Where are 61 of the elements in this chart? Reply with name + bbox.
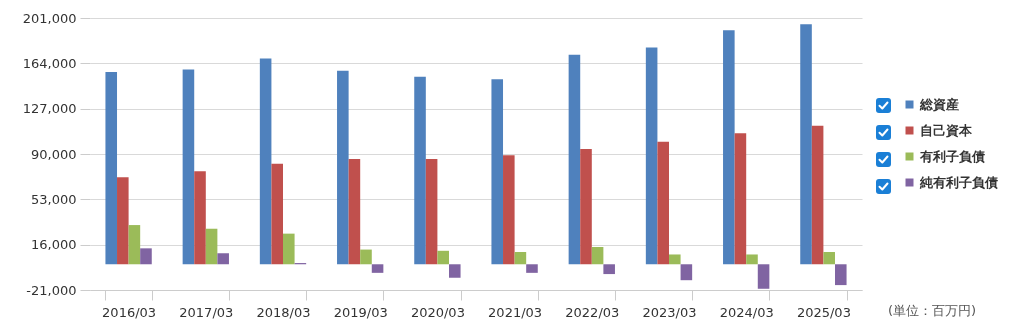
x-tick-label: 2016/03 xyxy=(102,304,157,320)
bar xyxy=(348,158,361,265)
bar xyxy=(580,149,592,265)
bar xyxy=(140,248,152,265)
x-tick-label: 2020/03 xyxy=(410,304,465,320)
bar xyxy=(360,249,372,265)
bar xyxy=(657,141,669,265)
bar xyxy=(437,250,449,265)
bar xyxy=(371,264,384,273)
x-tick-label: 2024/03 xyxy=(719,304,774,320)
x-tick-label: 2017/03 xyxy=(179,304,234,320)
bar xyxy=(591,247,604,265)
bar xyxy=(182,69,195,265)
bar xyxy=(746,254,758,265)
legend-label: 純有利子負債 xyxy=(919,174,998,190)
bar xyxy=(568,54,581,265)
bar xyxy=(526,264,538,273)
y-tick-label: 164,000 xyxy=(22,55,77,71)
x-tick-label: 2021/03 xyxy=(488,304,543,320)
bar xyxy=(757,264,770,289)
bar xyxy=(259,58,272,265)
bar xyxy=(811,125,824,265)
bar xyxy=(105,71,118,265)
bar xyxy=(448,264,461,278)
x-tick-label: 2022/03 xyxy=(565,304,620,320)
text: (単位：百万円) xyxy=(888,302,977,320)
bar xyxy=(205,228,218,265)
y-tick-label: 53,000 xyxy=(31,191,77,207)
bar xyxy=(669,254,681,265)
x-tick-label: 2025/03 xyxy=(796,304,851,320)
bar xyxy=(117,177,129,265)
legend-label: 総資産 xyxy=(919,96,959,112)
bar xyxy=(680,264,693,281)
bar xyxy=(800,24,812,265)
bar xyxy=(414,76,426,265)
x-tick-label: 2019/03 xyxy=(333,304,388,320)
legend-label: 自己資本 xyxy=(920,122,973,138)
bar xyxy=(603,264,615,275)
bar xyxy=(217,253,229,265)
bar xyxy=(337,70,349,265)
bar xyxy=(491,79,504,265)
bar xyxy=(271,163,283,265)
y-tick-label: 201,000 xyxy=(22,10,77,26)
x-tick-label: 2023/03 xyxy=(642,304,697,320)
bar xyxy=(734,133,747,265)
bar xyxy=(823,252,835,265)
legend-label: 有利子負債 xyxy=(919,148,985,164)
x-tick-label: 2018/03 xyxy=(256,304,311,320)
bar xyxy=(834,264,847,286)
bar xyxy=(128,225,141,265)
bar xyxy=(425,158,438,265)
y-tick-label: -21,000 xyxy=(26,282,77,298)
bar xyxy=(645,47,658,265)
y-tick-label: 16,000 xyxy=(31,237,77,253)
y-tick-label: 127,000 xyxy=(22,101,77,117)
bar xyxy=(514,252,527,265)
y-tick-label: 90,000 xyxy=(31,146,77,162)
bar xyxy=(283,233,295,265)
bar xyxy=(723,30,735,265)
bar xyxy=(503,155,515,265)
bar xyxy=(194,171,206,265)
